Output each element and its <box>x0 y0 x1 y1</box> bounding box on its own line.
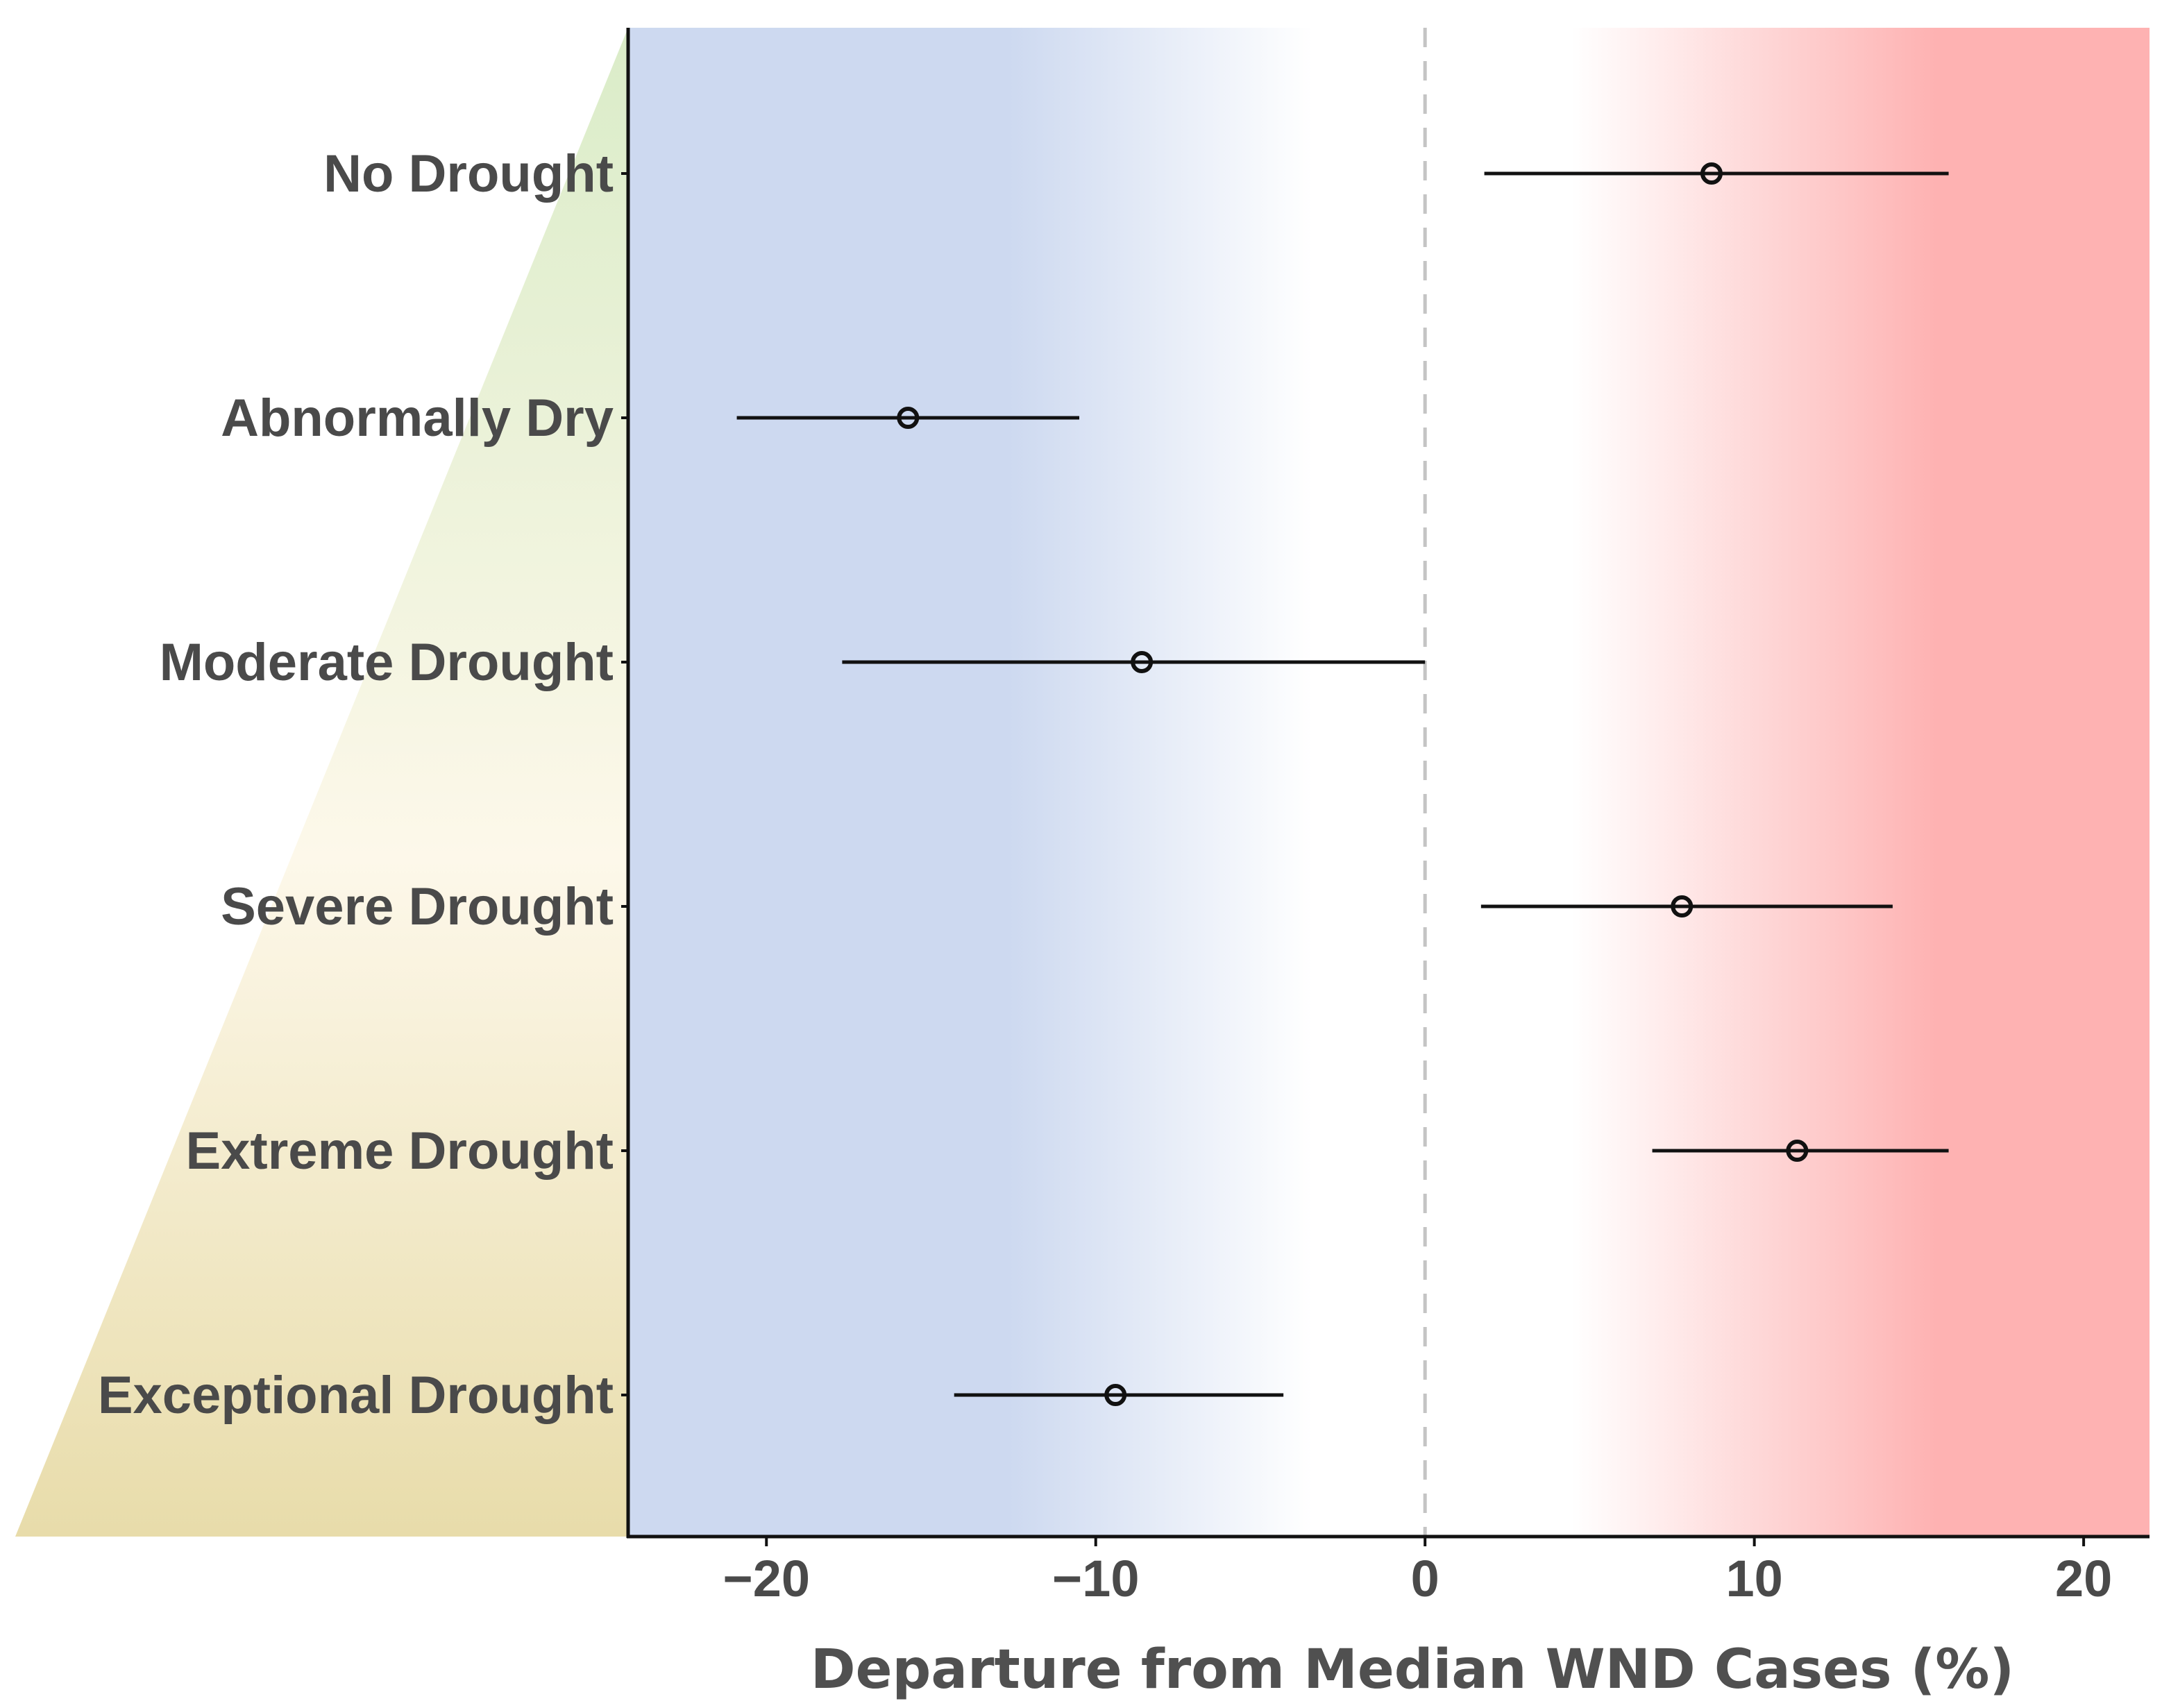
x-axis-tick-labels: −20 −10 0 10 20 <box>723 1550 2113 1607</box>
category-label: Extreme Drought <box>185 1122 614 1181</box>
point-estimate <box>1131 651 1154 673</box>
y-axis-ticks <box>621 172 628 1396</box>
x-tick-label: 10 <box>1725 1550 1782 1607</box>
point-estimate <box>1786 1140 1809 1162</box>
plot-background-bands <box>628 28 2150 1537</box>
point-estimate <box>897 407 920 429</box>
point-estimate <box>1671 895 1694 918</box>
x-tick-label: 0 <box>1411 1550 1439 1607</box>
drought-severity-wedge <box>15 28 628 1537</box>
point-estimates <box>897 162 1809 1406</box>
x-axis-ticks <box>765 1537 2086 1546</box>
y-axis-labels: No Drought Abnormally Dry Moderate Drought… <box>98 144 614 1425</box>
category-label: No Drought <box>323 144 614 203</box>
x-axis-title: Departure from Median WND Cases (%) <box>811 1639 2014 1701</box>
category-label: Abnormally Dry <box>221 389 614 448</box>
category-label: Exceptional Drought <box>98 1366 614 1425</box>
category-label: Moderate Drought <box>160 633 614 692</box>
point-estimate <box>1700 162 1723 185</box>
point-estimate <box>1104 1384 1127 1406</box>
x-tick-label: 20 <box>2055 1550 2112 1607</box>
x-tick-label: −20 <box>723 1550 811 1607</box>
category-label: Severe Drought <box>221 877 614 936</box>
x-tick-label: −10 <box>1052 1550 1140 1607</box>
